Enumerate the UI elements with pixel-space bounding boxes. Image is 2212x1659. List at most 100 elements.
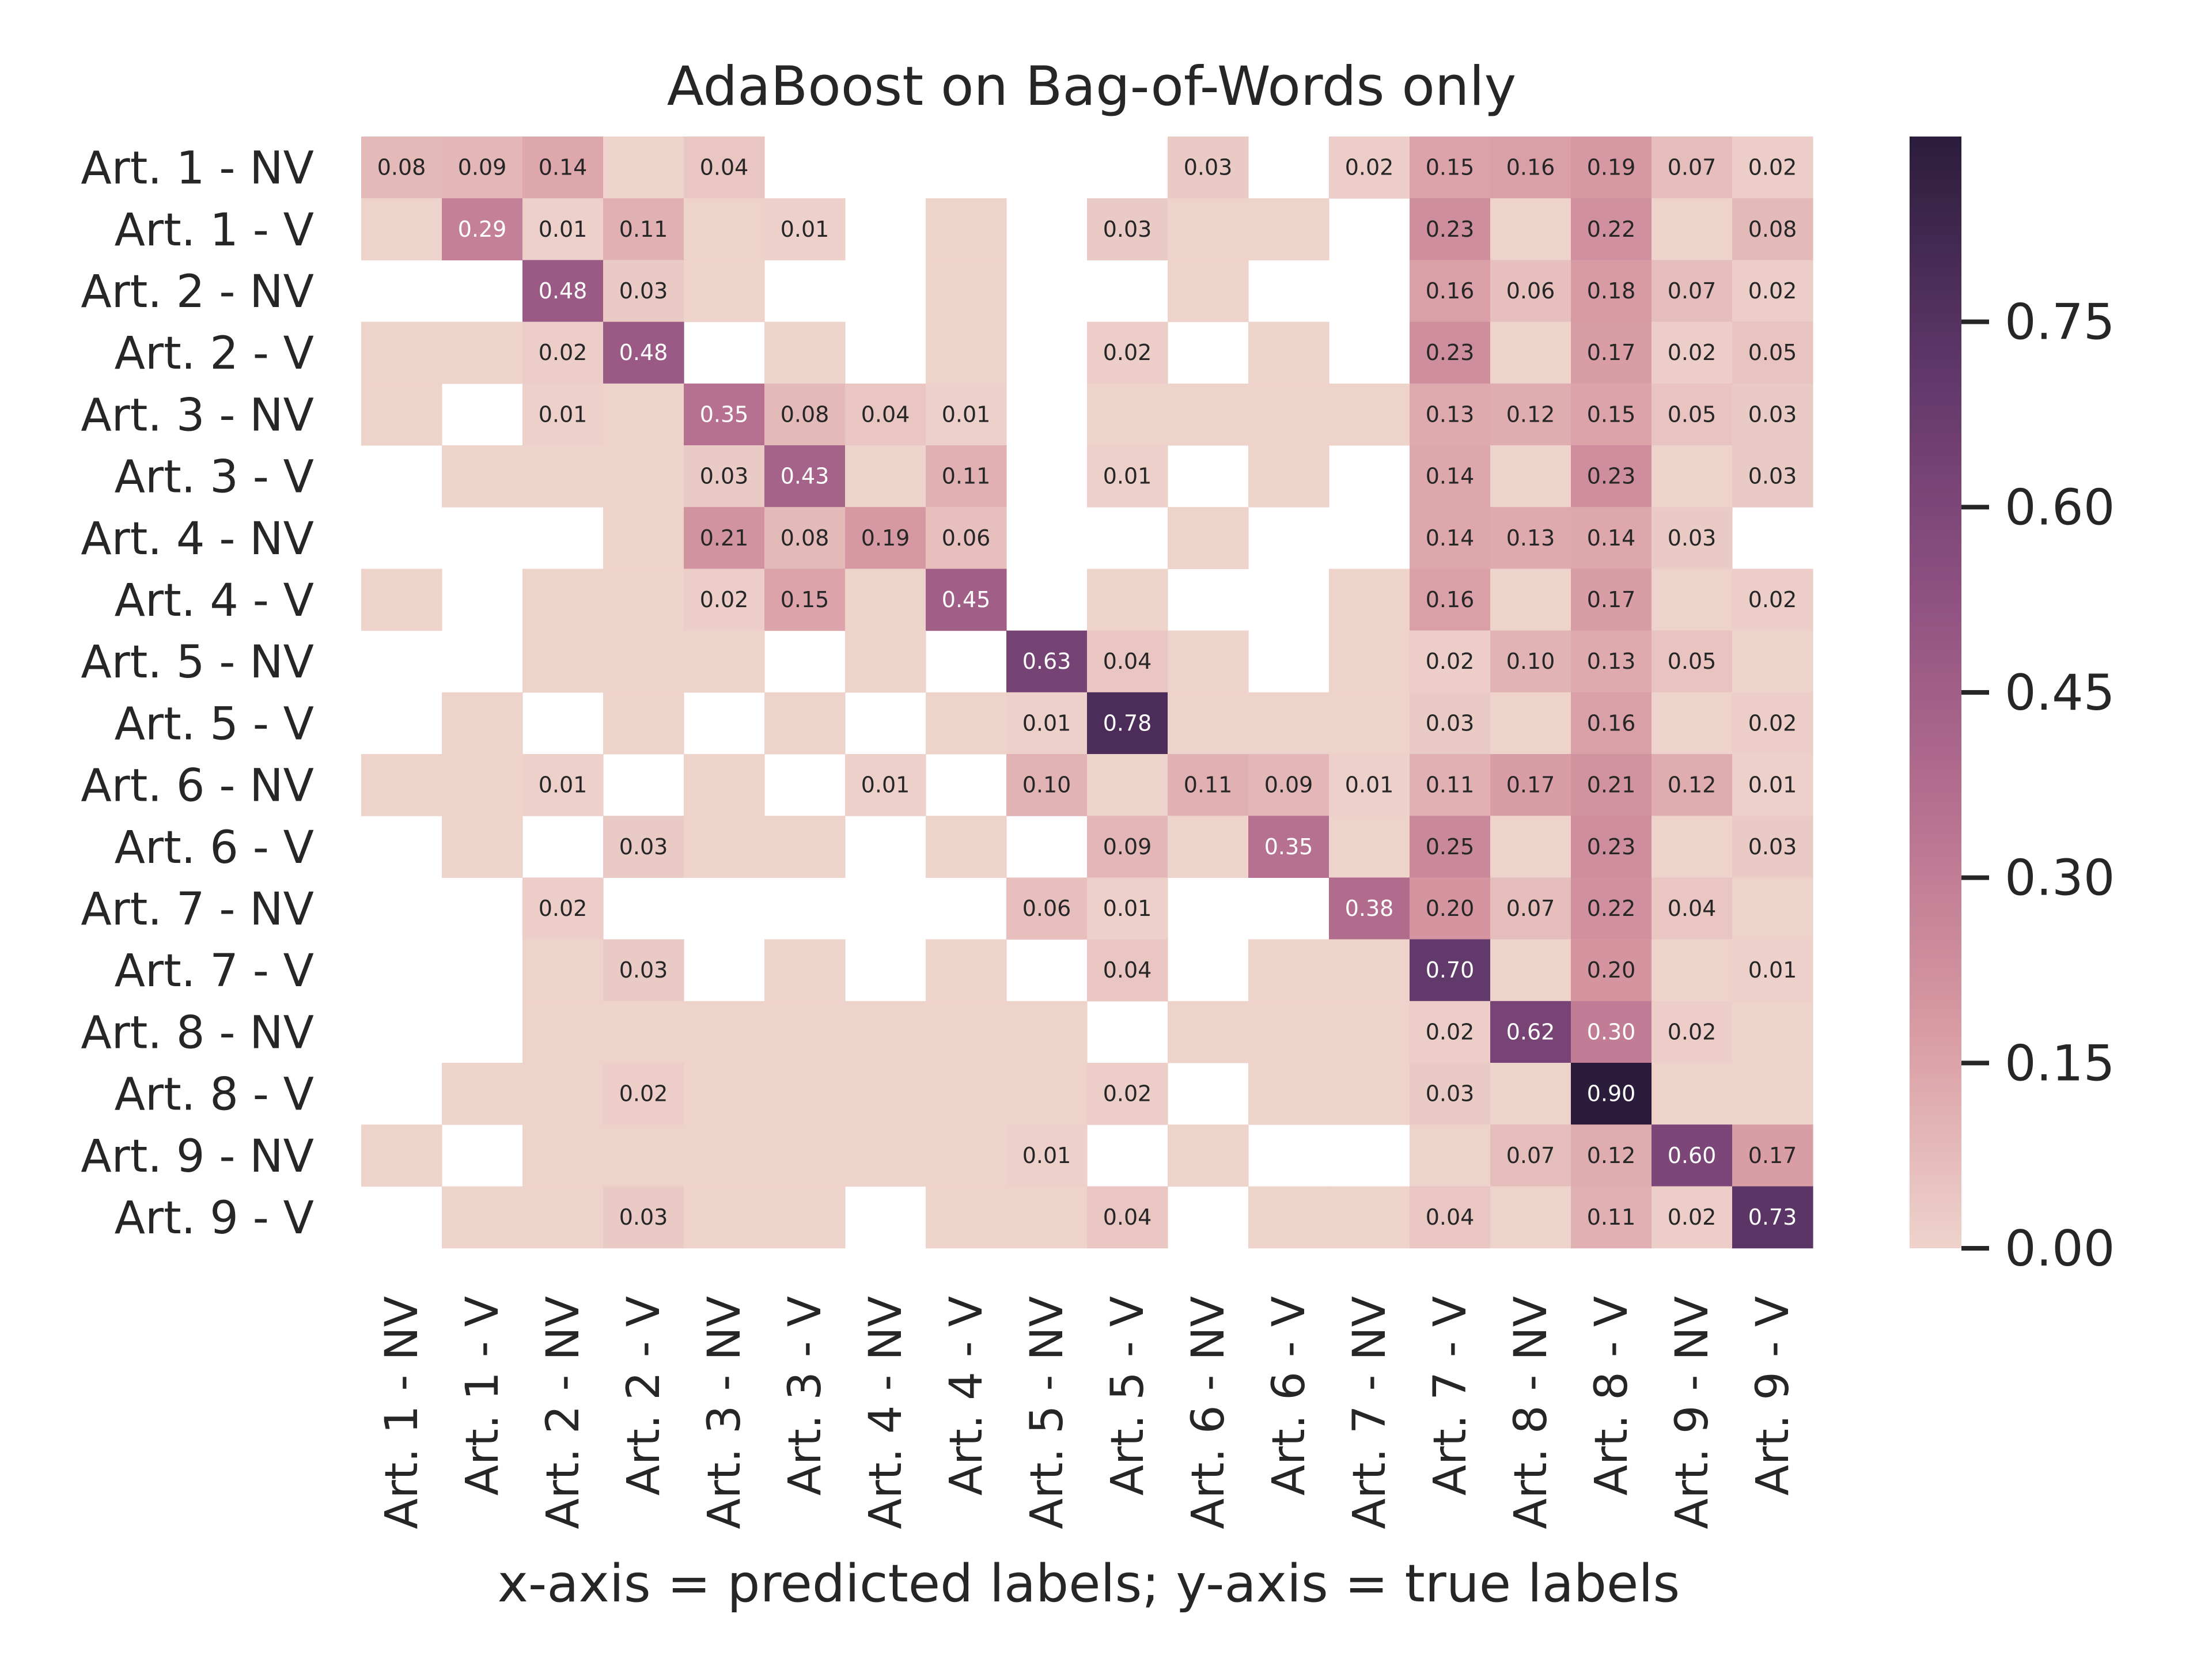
heatmap-cell xyxy=(926,816,1007,878)
colorbar: 0.00 0.15 0.30 0.45 0.60 0.75 xyxy=(1910,137,2115,1278)
heatmap-cell xyxy=(442,1186,523,1249)
heatmap-cell xyxy=(1571,445,1652,507)
heatmap-cell xyxy=(603,383,684,446)
cell-value-label: 0.05 xyxy=(1748,340,1797,365)
cell-value-label: 0.14 xyxy=(1426,464,1475,489)
heatmap-cell xyxy=(1652,1063,1733,1125)
cell-value-label: 0.01 xyxy=(942,402,991,427)
cell-value-label: 0.21 xyxy=(700,525,749,551)
heatmap-cell xyxy=(1571,939,1652,1002)
cell-value-label: 0.01 xyxy=(1022,1143,1071,1168)
heatmap-cell xyxy=(845,754,926,816)
heatmap-cell xyxy=(1410,692,1491,755)
heatmap-cell xyxy=(1490,198,1571,260)
heatmap-cell xyxy=(522,1001,604,1063)
heatmap-cell xyxy=(845,1063,926,1125)
heatmap-cell xyxy=(603,445,684,507)
heatmap-cell xyxy=(603,569,684,631)
heatmap-cell xyxy=(1732,1001,1813,1063)
heatmap-cell xyxy=(845,507,926,569)
heatmap-cell xyxy=(1248,754,1330,816)
heatmap-cell xyxy=(926,569,1007,631)
x-tick-label: Art. 3 - NV xyxy=(699,1296,751,1529)
cell-value-label: 0.16 xyxy=(1587,710,1636,736)
cell-value-label: 0.16 xyxy=(1426,278,1475,304)
heatmap-cell xyxy=(1490,877,1571,940)
heatmap-cell xyxy=(603,939,684,1002)
x-tick-labels: Art. 1 - NV Art. 1 - V Art. 2 - NV Art. 2 -… xyxy=(376,1296,1799,1529)
cell-value-label: 0.03 xyxy=(619,957,668,983)
heatmap-cell xyxy=(1087,1186,1168,1249)
heatmap-cell xyxy=(1410,754,1491,816)
cell-value-label: 0.06 xyxy=(942,525,991,551)
heatmap-cell xyxy=(926,321,1007,384)
heatmap-cell xyxy=(522,198,604,260)
heatmap-cell xyxy=(1652,569,1733,631)
heatmap-cell xyxy=(1732,445,1813,507)
cell-value-label: 0.03 xyxy=(619,1205,668,1230)
cell-value-label: 0.08 xyxy=(377,155,426,180)
x-tick-label: Art. 5 - NV xyxy=(1021,1296,1073,1529)
cell-value-label: 0.18 xyxy=(1587,278,1636,304)
heatmap-cell xyxy=(442,137,523,199)
heatmap-cell xyxy=(603,137,684,199)
cell-value-label: 0.25 xyxy=(1426,834,1475,859)
cell-value-label: 0.17 xyxy=(1587,340,1636,365)
heatmap-cell xyxy=(926,1186,1007,1249)
cell-value-label: 0.04 xyxy=(1103,1205,1152,1230)
heatmap-cell xyxy=(1329,877,1410,940)
heatmap-cell xyxy=(442,1063,523,1125)
heatmap-cell xyxy=(1168,507,1249,569)
heatmap-cell xyxy=(522,1186,604,1249)
x-tick-label: Art. 8 - V xyxy=(1586,1296,1638,1495)
cell-value-label: 0.02 xyxy=(1103,1081,1152,1107)
heatmap-cell xyxy=(764,569,846,631)
cell-value-label: 0.02 xyxy=(1345,155,1394,180)
cell-value-label: 0.16 xyxy=(1426,587,1475,612)
heatmap-cell xyxy=(1652,445,1733,507)
heatmap-cell xyxy=(1732,754,1813,816)
heatmap-cell xyxy=(764,692,846,755)
heatmap-cell xyxy=(845,383,926,446)
cell-value-label: 0.05 xyxy=(1668,649,1717,674)
x-tick-label: Art. 1 - NV xyxy=(376,1296,428,1529)
x-axis-label: x-axis = predicted labels; y-axis = true… xyxy=(498,1554,1680,1614)
y-tick-label: Art. 7 - V xyxy=(115,945,314,997)
heatmap-cell xyxy=(1006,1124,1088,1187)
cell-value-label: 0.12 xyxy=(1668,772,1717,798)
heatmap-cell xyxy=(603,260,684,323)
cell-value-label: 0.02 xyxy=(1748,278,1797,304)
heatmap-cell xyxy=(1652,692,1733,755)
cell-value-label: 0.08 xyxy=(1748,217,1797,242)
cell-value-label: 0.73 xyxy=(1748,1205,1797,1230)
cell-value-label: 0.45 xyxy=(942,587,991,612)
heatmap-cell xyxy=(764,198,846,260)
heatmap-cell xyxy=(1732,321,1813,384)
heatmap-cell xyxy=(1490,1063,1571,1125)
cell-value-label: 0.01 xyxy=(1748,957,1797,983)
heatmap-cell xyxy=(1490,1124,1571,1187)
colorbar-tick-label: 0.75 xyxy=(2005,294,2115,351)
x-tick-label: Art. 5 - V xyxy=(1102,1296,1154,1495)
heatmap-cell xyxy=(926,692,1007,755)
heatmap-cell xyxy=(603,1063,684,1125)
cell-value-label: 0.35 xyxy=(700,402,749,427)
cell-value-label: 0.04 xyxy=(1668,896,1717,921)
heatmap-cell xyxy=(684,445,765,507)
heatmap-cell xyxy=(442,754,523,816)
heatmap-cell xyxy=(1652,137,1733,199)
heatmap-cell xyxy=(845,1001,926,1063)
heatmap-cell xyxy=(1571,137,1652,199)
heatmap-cell xyxy=(1490,939,1571,1002)
heatmap-cell xyxy=(1410,1063,1491,1125)
heatmap-cell xyxy=(1410,816,1491,878)
cell-value-label: 0.15 xyxy=(781,587,830,612)
heatmap-cell xyxy=(1410,1001,1491,1063)
heatmap-cell xyxy=(1248,939,1330,1002)
cell-value-label: 0.01 xyxy=(1748,772,1797,798)
heatmap-cell xyxy=(1490,383,1571,446)
cell-value-label: 0.48 xyxy=(539,278,588,304)
heatmap-cell xyxy=(764,1124,846,1187)
heatmap-cell xyxy=(1732,816,1813,878)
